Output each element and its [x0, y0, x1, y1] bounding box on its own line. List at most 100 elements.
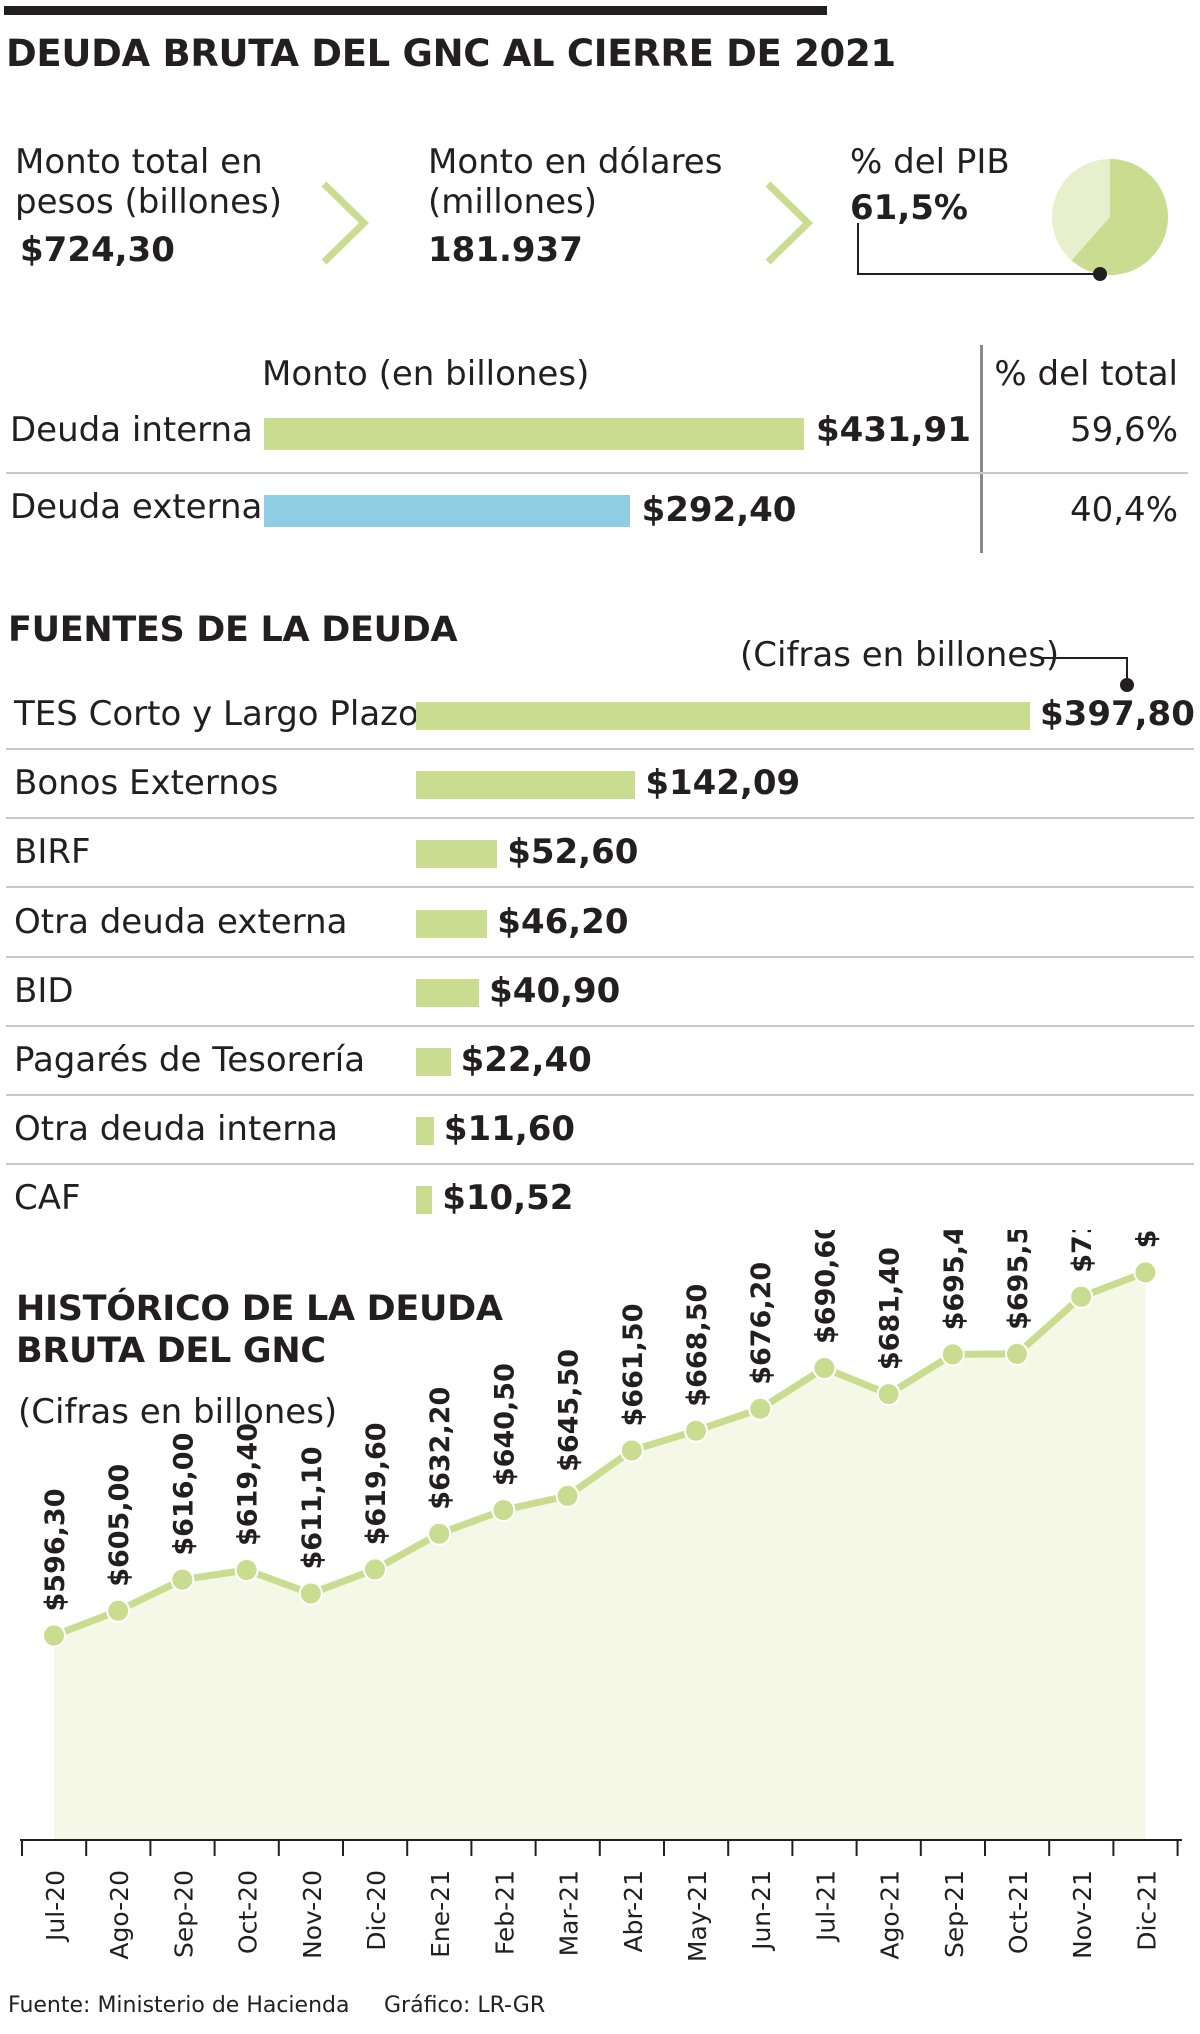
pib-leader-dot	[1093, 267, 1107, 281]
source-label: Pagarés de Tesorería	[14, 1040, 366, 1080]
composition-pct-externa: 40,4%	[1069, 490, 1178, 530]
data-label: $676,20	[746, 1262, 777, 1385]
kpi-pesos-label-line2: pesos (billones)	[15, 182, 282, 222]
x-tick-label: May-21	[683, 1870, 712, 1962]
composition-pct-interna: 59,6%	[1069, 410, 1178, 450]
kpi-dolares-value: 181.937	[428, 230, 583, 270]
data-point	[940, 1342, 965, 1367]
data-label: $619,60	[361, 1422, 392, 1545]
kpi-pib-label: % del PIB	[850, 142, 1010, 182]
source-bar	[416, 1117, 434, 1146]
x-tick-label: Jun-21	[747, 1870, 776, 1952]
data-point	[363, 1557, 387, 1582]
source-bar	[416, 978, 480, 1007]
x-tick-label: Abr-21	[619, 1870, 648, 1952]
pct-column-divider	[980, 345, 983, 553]
composition-pct-header: % del total	[994, 354, 1178, 394]
history-title: HISTÓRICO DE LA DEUDA BRUTA DEL GNC	[16, 1288, 503, 1372]
data-point	[555, 1483, 580, 1508]
divider	[6, 748, 1194, 750]
chevron-right-icon	[321, 181, 370, 265]
x-tick-label: Nov-20	[298, 1870, 327, 1959]
source-bar	[416, 1048, 451, 1076]
data-label: $724,30	[1131, 1230, 1162, 1248]
data-point	[812, 1356, 837, 1380]
history-title-line1: HISTÓRICO DE LA DEUDA	[16, 1289, 503, 1329]
top-rule	[4, 6, 827, 15]
composition-value-interna: $431,91	[816, 410, 971, 450]
data-point	[427, 1521, 452, 1546]
data-label: $695,40	[939, 1230, 970, 1330]
data-point	[619, 1438, 644, 1463]
divider	[6, 817, 1194, 820]
source-value: $46,20	[497, 901, 629, 942]
kpi-pesos-label-line1: Monto total en	[15, 142, 263, 182]
bar-deuda-interna	[264, 418, 804, 450]
x-tick-label: Oct-21	[1004, 1870, 1033, 1954]
x-tick-label: Oct-20	[234, 1870, 263, 1954]
data-point	[876, 1382, 901, 1407]
x-tick-label: Ago-21	[876, 1870, 905, 1960]
source-bar	[416, 1186, 433, 1215]
source-value: $11,60	[443, 1109, 576, 1150]
x-tick-label: Jul-21	[811, 1870, 840, 1943]
data-point	[106, 1598, 131, 1623]
source-value: $397,80	[1040, 694, 1195, 734]
composition-label-interna: Deuda interna	[10, 410, 253, 450]
source-value: $142,09	[645, 763, 801, 804]
kpi-pesos-value: $724,30	[20, 230, 175, 270]
data-label: $596,30	[40, 1489, 71, 1612]
source-bar	[416, 840, 498, 869]
source-bar	[416, 909, 488, 938]
source-label: BIRF	[14, 832, 91, 873]
data-label: $605,00	[104, 1464, 135, 1587]
sources-note: (Cifras en billones)	[740, 635, 1060, 675]
divider	[6, 955, 1194, 958]
history-chart: $596,30 Jul-20 $605,00 Ago-20 $616,00 Sep-20 $…	[20, 1230, 1182, 1962]
data-label: $668,50	[682, 1284, 713, 1407]
x-tick-label: Jul-20	[41, 1870, 70, 1943]
divider	[6, 1024, 1194, 1027]
data-label: $690,60	[810, 1230, 841, 1344]
source-value: $22,40	[460, 1040, 592, 1080]
composition-value-externa: $292,40	[641, 490, 797, 530]
bar-deuda-externa	[264, 495, 630, 527]
divider	[6, 1163, 1194, 1166]
source-bar	[416, 771, 636, 800]
source-label: Otra deuda interna	[14, 1109, 338, 1150]
data-label: $695,57	[1003, 1230, 1034, 1330]
data-point	[748, 1396, 773, 1421]
data-label: $632,20	[425, 1387, 456, 1510]
data-point	[1005, 1341, 1029, 1366]
kpi-dolares-label-line1: Monto en dólares	[428, 142, 723, 182]
source-label: Otra deuda externa	[14, 901, 348, 942]
divider	[6, 472, 1188, 474]
source-label: Bonos Externos	[14, 763, 279, 804]
data-point	[170, 1567, 195, 1592]
data-point	[234, 1558, 259, 1582]
source-note: Fuente: Ministerio de Hacienda	[8, 1993, 350, 2018]
divider	[6, 1094, 1194, 1096]
pib-leader-line	[857, 223, 1100, 275]
area-fill	[54, 1272, 1146, 1840]
data-point	[42, 1623, 66, 1648]
pib-pie-slice	[1071, 159, 1168, 275]
source-value: $52,60	[507, 832, 639, 873]
data-point	[1133, 1260, 1158, 1285]
x-tick-label: Mar-21	[555, 1870, 584, 1956]
data-label: $645,50	[554, 1349, 585, 1472]
kpi-dolares-label: Monto en dólares (millones)	[428, 142, 722, 222]
data-label: $616,00	[168, 1433, 199, 1556]
history-title-line2: BRUTA DEL GNC	[16, 1331, 326, 1371]
x-tick-label: Ene-21	[426, 1870, 455, 1958]
kpi-pib-value: 61,5%	[850, 188, 968, 228]
divider	[6, 886, 1194, 889]
page-title: DEUDA BRUTA DEL GNC AL CIERRE DE 2021	[6, 32, 896, 75]
history-note: (Cifras en billones)	[18, 1392, 338, 1432]
data-label: $611,10	[297, 1447, 328, 1570]
sources-title: FUENTES DE LA DEUDA	[8, 610, 458, 650]
x-tick-label: Ago-20	[105, 1870, 134, 1960]
kpi-dolares-label-line2: (millones)	[428, 182, 597, 222]
data-point	[1069, 1284, 1094, 1309]
source-bar	[416, 702, 1030, 730]
